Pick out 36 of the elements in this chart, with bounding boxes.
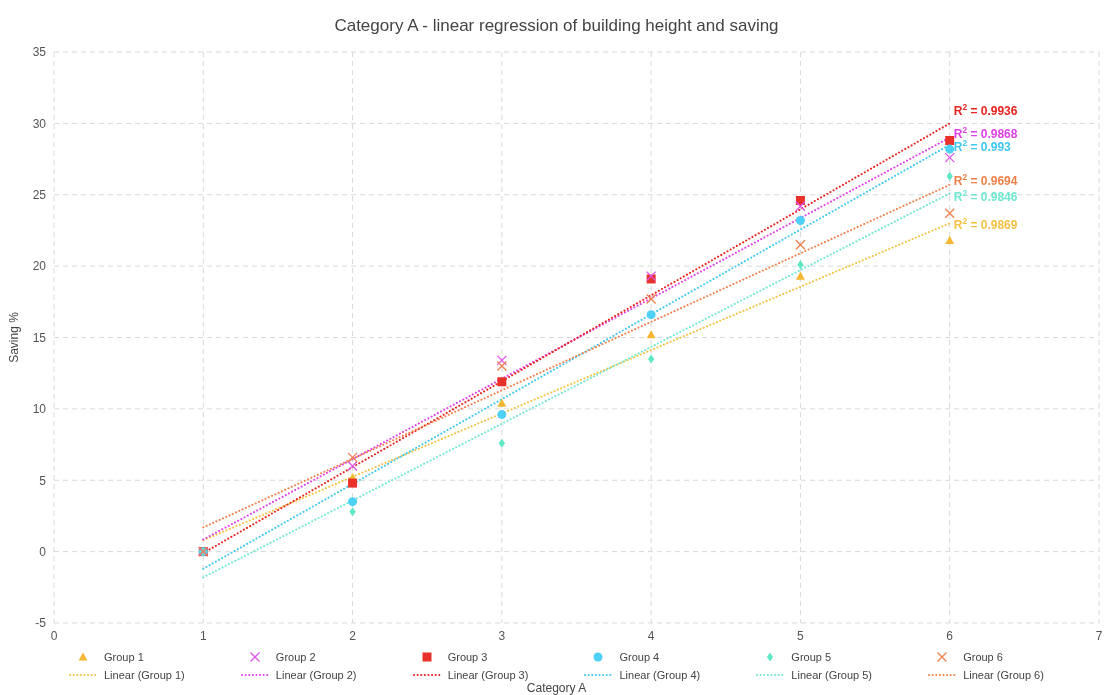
- y-tick-label: 5: [39, 473, 47, 488]
- annotation: R$^{2}$ = 0.9694: [953, 171, 1018, 188]
- y-tick-label: 30: [32, 116, 47, 131]
- x-tick-label: 0: [50, 628, 58, 643]
- y-axis-title: Saving %: [7, 311, 22, 363]
- x-tick-label: 5: [797, 628, 805, 643]
- y-tick-label: 35: [32, 45, 47, 60]
- y-tick-label: 25: [32, 188, 47, 203]
- chart-title: Category A - linear regression of building height and saving: [333, 16, 780, 36]
- legend-label: Linear (Group 4): [619, 669, 701, 681]
- y-tick-label: 0: [39, 544, 47, 559]
- legend-label: Group 4: [619, 651, 660, 663]
- legend-label: Group 3: [447, 651, 488, 663]
- legend-label: Group 6: [963, 651, 1003, 663]
- x-tick-label: 6: [946, 628, 954, 643]
- y-tick-label: 15: [32, 330, 47, 345]
- legend-label: Group 1: [104, 651, 144, 663]
- x-tick-label: 1: [199, 628, 207, 643]
- legend-label: Linear (Group 1): [104, 669, 185, 681]
- x-tick-label: 2: [349, 628, 357, 643]
- annotation: R$^{2}$ = 0.9936: [953, 102, 1018, 119]
- legend-label: Linear (Group 3): [447, 669, 529, 681]
- x-tick-label: 3: [498, 628, 506, 643]
- legend-label: Linear (Group 5): [791, 669, 873, 681]
- legend-label: Group 2: [275, 651, 316, 663]
- x-axis-title: Category A: [525, 681, 588, 695]
- y-tick-label: -5: [35, 616, 47, 631]
- legend-label: Linear (Group 6): [963, 669, 1044, 681]
- annotation: R$^{2}$ = 0.9869: [953, 216, 1018, 233]
- y-tick-label: 10: [32, 402, 47, 417]
- legend-label: Group 5: [791, 651, 832, 663]
- legend-label: Linear (Group 2): [275, 669, 357, 681]
- annotation: R$^{2}$ = 0.9846: [953, 188, 1018, 205]
- x-tick-label: 7: [1095, 628, 1103, 643]
- y-tick-label: 20: [32, 259, 47, 274]
- x-tick-label: 4: [647, 628, 655, 643]
